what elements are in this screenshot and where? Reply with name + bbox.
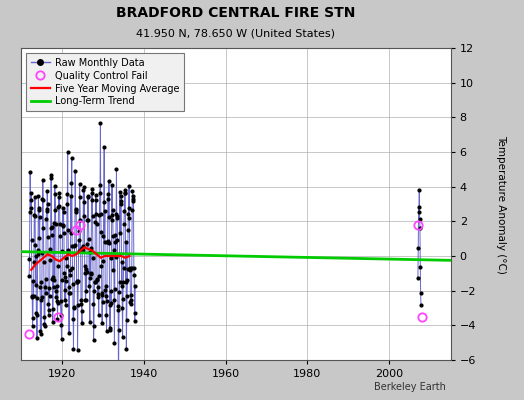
Y-axis label: Temperature Anomaly (°C): Temperature Anomaly (°C) [496,134,506,274]
Text: 41.950 N, 78.650 W (United States): 41.950 N, 78.650 W (United States) [136,29,335,39]
Title: BRADFORD CENTRAL FIRE STN: BRADFORD CENTRAL FIRE STN [116,6,355,20]
Text: Berkeley Earth: Berkeley Earth [374,382,445,392]
Legend: Raw Monthly Data, Quality Control Fail, Five Year Moving Average, Long-Term Tren: Raw Monthly Data, Quality Control Fail, … [26,53,184,111]
